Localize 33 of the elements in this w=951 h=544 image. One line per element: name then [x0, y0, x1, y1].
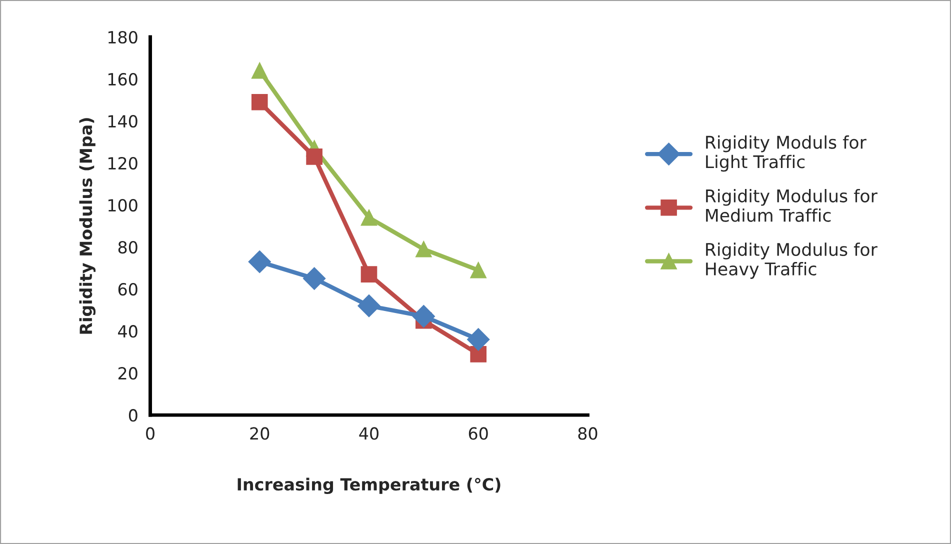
x-axis-title: Increasing Temperature (°C): [238, 478, 500, 494]
point: [360, 266, 378, 282]
y-tick-label: 160: [108, 72, 138, 86]
point: [251, 94, 268, 110]
point: [248, 250, 271, 274]
y-tick-label: 80: [118, 241, 138, 254]
y-tick-label: 140: [108, 114, 138, 128]
legend-label: Rigidity Moduls for Light Traffic: [706, 135, 866, 172]
point: [416, 240, 432, 258]
point: [358, 294, 380, 318]
point: [302, 267, 326, 290]
point: [412, 305, 435, 328]
point: [306, 148, 322, 165]
y-tick-label: 180: [108, 30, 138, 44]
y-tick-label: 0: [128, 409, 138, 422]
x-tick-label: 20: [250, 427, 270, 440]
x-tick-label: 0: [146, 427, 154, 440]
y-axis-title: Rigidity Modulus (Mpa): [79, 118, 96, 334]
point: [470, 262, 487, 278]
point: [470, 346, 487, 362]
x-tick-label: 60: [468, 427, 488, 440]
point: [251, 62, 268, 79]
y-tick-label: 100: [108, 198, 138, 212]
x-tick-label: 80: [578, 427, 598, 440]
legend-label: Rigidity Modulus for Medium Traffic: [706, 189, 878, 222]
y-tick-label: 20: [118, 367, 138, 380]
legend-label: Rigidity Modulus for Heavy Traffic: [706, 242, 878, 279]
x-tick-label: 40: [359, 427, 378, 440]
point: [467, 328, 490, 351]
y-tick-label: 120: [108, 156, 138, 170]
y-tick-label: 40: [118, 325, 138, 338]
point: [360, 209, 378, 226]
y-tick-label: 60: [118, 283, 138, 296]
